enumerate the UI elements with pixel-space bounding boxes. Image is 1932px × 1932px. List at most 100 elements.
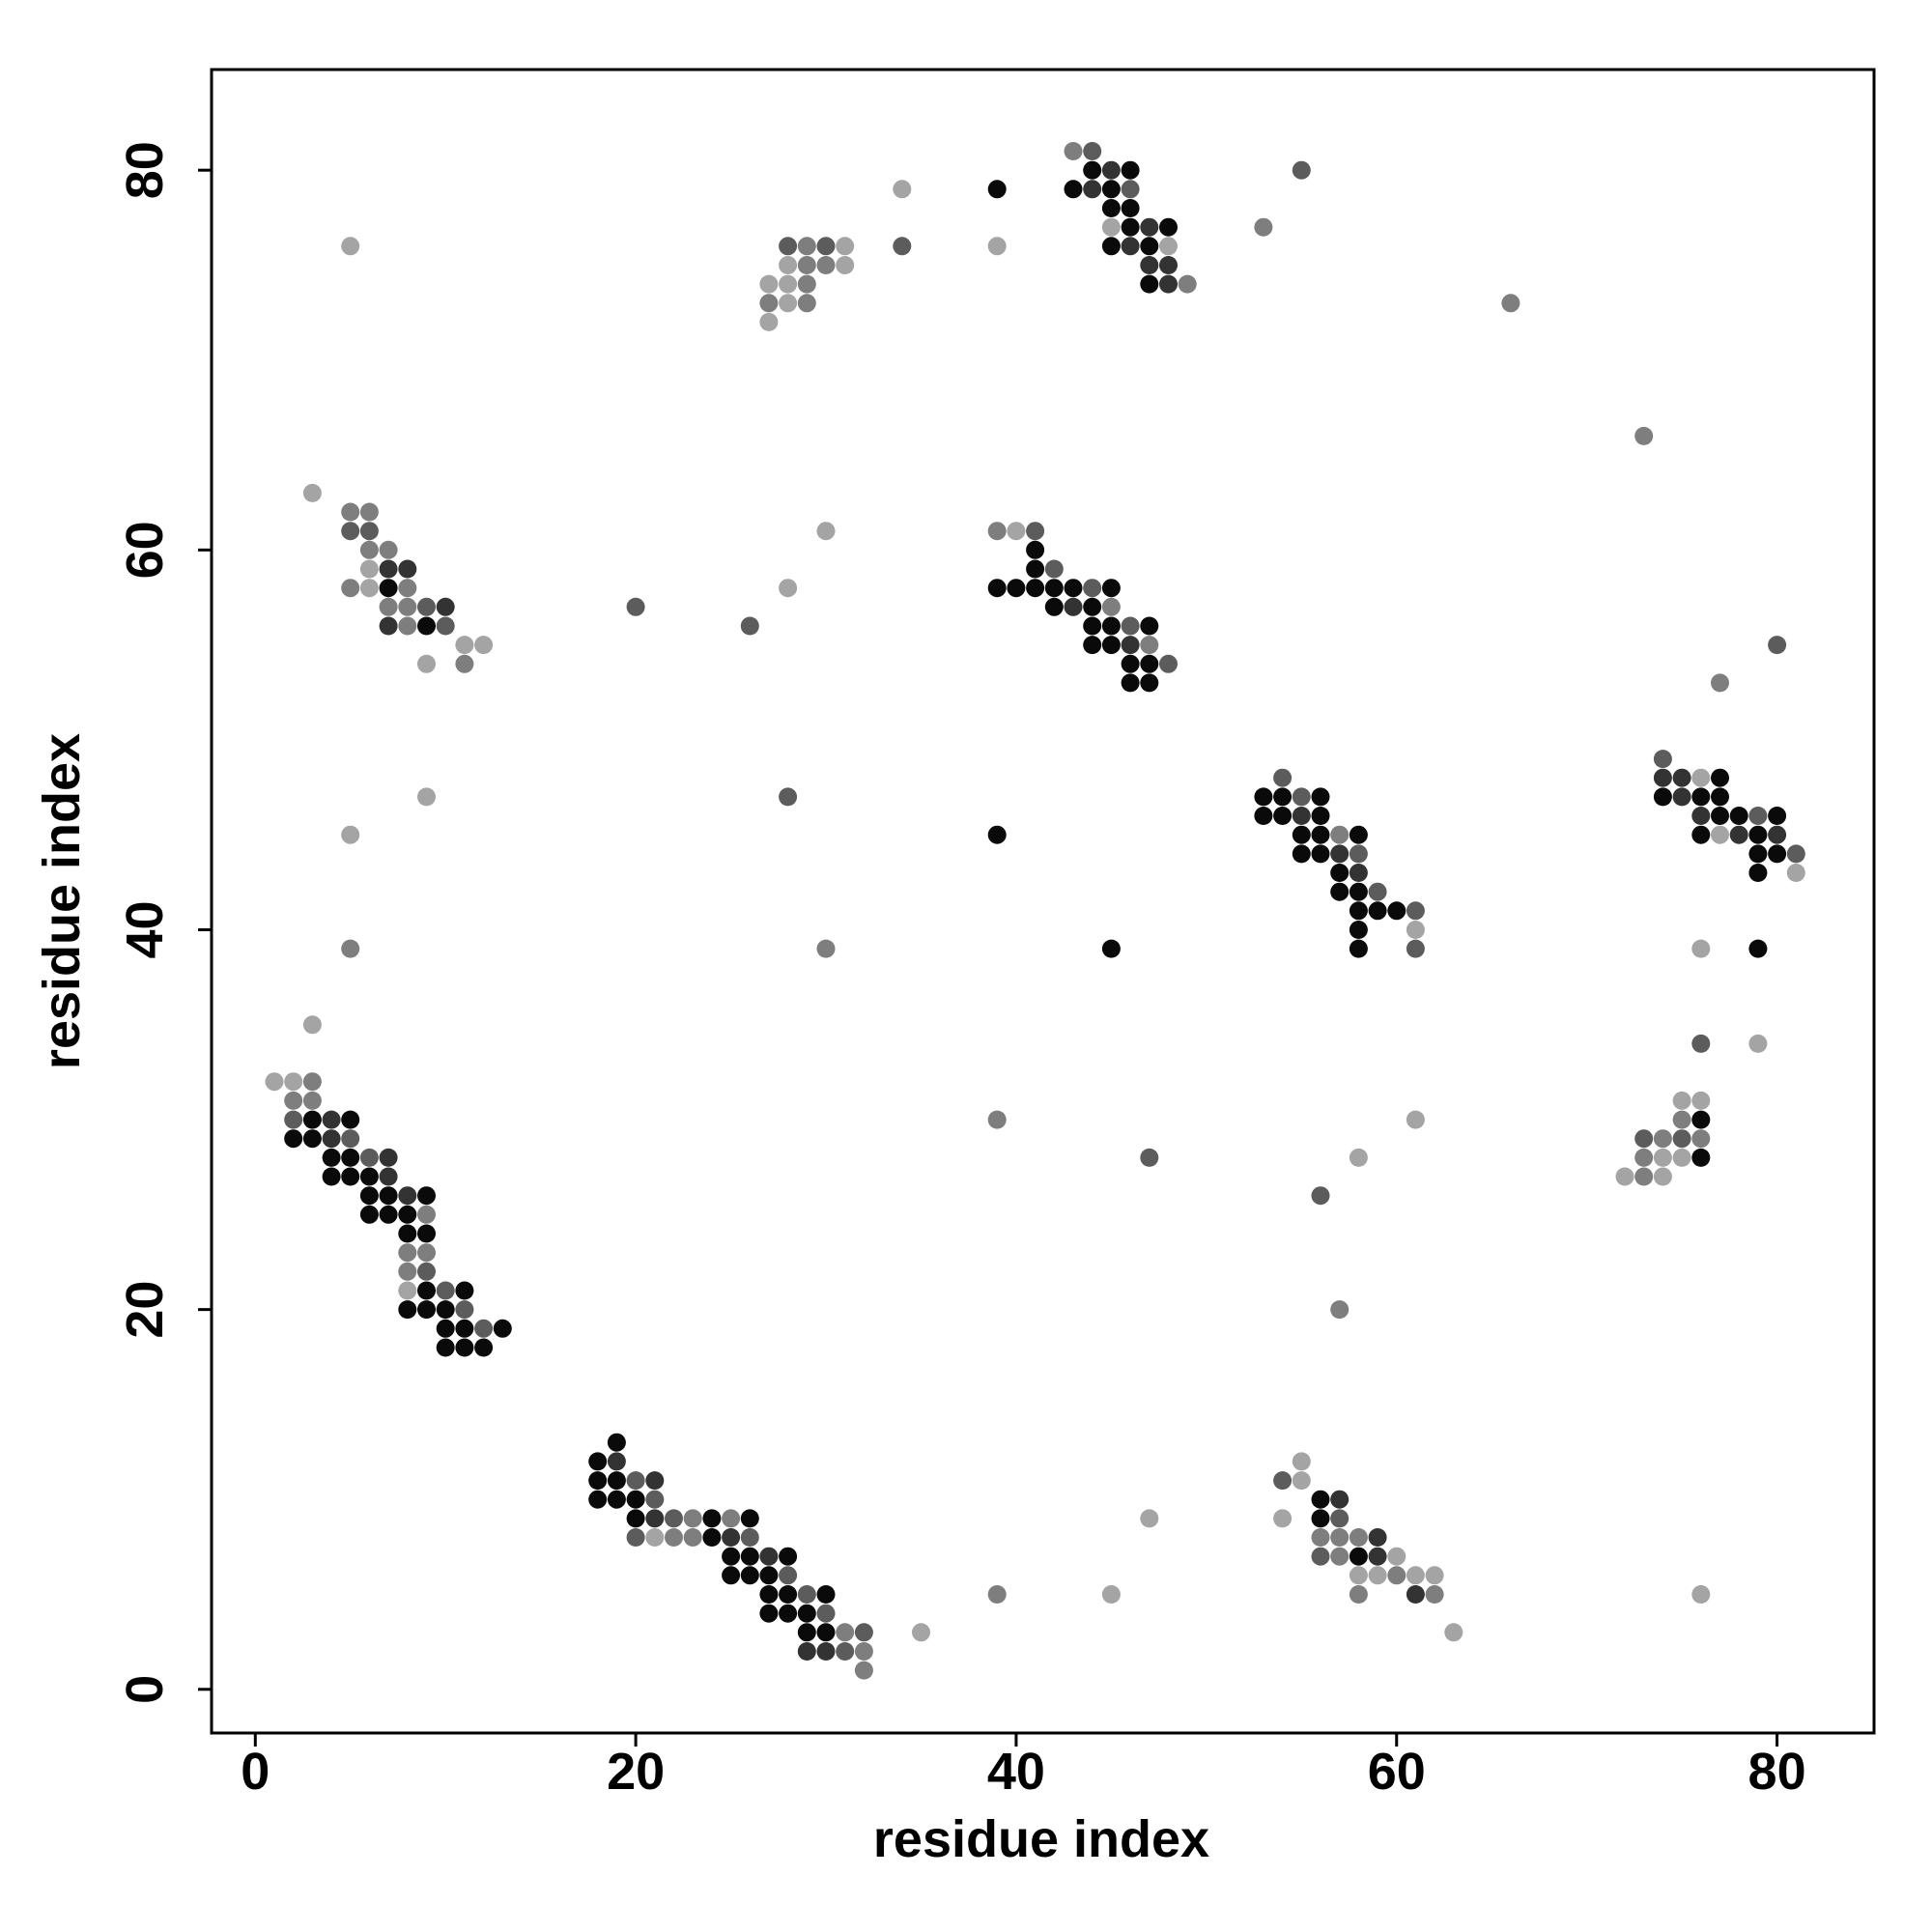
contact-point (359, 1205, 379, 1224)
contact-point (1140, 636, 1159, 655)
contact-point (1711, 807, 1729, 825)
contact-point (379, 1205, 398, 1224)
contact-point (284, 1072, 303, 1092)
points-layer (265, 142, 1805, 1680)
contact-point (1007, 522, 1026, 541)
contact-point (1273, 768, 1293, 787)
contact-point (1083, 579, 1102, 598)
contact-point (398, 597, 417, 616)
contact-point (816, 522, 836, 541)
contact-point (779, 274, 798, 294)
contact-point (455, 1338, 474, 1357)
contact-point (1672, 1091, 1691, 1110)
contact-point (1653, 768, 1672, 787)
contact-point (1349, 864, 1368, 882)
contact-point (359, 1148, 379, 1167)
contact-point (779, 579, 798, 598)
contact-point (417, 597, 436, 616)
contact-point (797, 1585, 816, 1604)
contact-point (1083, 597, 1102, 616)
contact-point (341, 825, 360, 844)
contact-point (1026, 559, 1045, 579)
contact-point (626, 1471, 645, 1491)
contact-point (779, 1547, 798, 1566)
contact-point (1083, 142, 1102, 160)
contact-point (1140, 616, 1159, 636)
contact-point (722, 1528, 741, 1547)
contact-point (797, 1642, 816, 1661)
contact-point (816, 939, 836, 958)
contact-point (1691, 1148, 1711, 1167)
contact-point (1786, 864, 1805, 882)
contact-point (417, 1262, 436, 1281)
contact-point (759, 1604, 779, 1623)
contact-point (626, 1509, 645, 1528)
contact-point (1330, 1528, 1350, 1547)
contact-point (1330, 882, 1350, 901)
contact-point (417, 1243, 436, 1263)
y-axis: 0 20 40 60 80 (116, 141, 212, 1704)
contact-point (474, 636, 494, 655)
contact-point (1672, 768, 1691, 787)
contact-point (1748, 864, 1768, 882)
x-tick-label: 80 (1748, 1743, 1806, 1801)
contact-point (645, 1490, 665, 1509)
contact-point (1101, 579, 1121, 598)
contact-point (1768, 636, 1787, 655)
contact-point (398, 1243, 417, 1263)
contact-point (1292, 1452, 1311, 1471)
contact-point (1083, 180, 1102, 199)
contact-point (1349, 901, 1368, 921)
contact-point (759, 274, 779, 294)
contact-point (987, 1110, 1007, 1129)
contact-point (474, 1338, 494, 1357)
contact-point (759, 1566, 779, 1585)
contact-point (302, 1091, 322, 1110)
contact-point (1387, 901, 1406, 921)
contact-point (1254, 807, 1273, 825)
contact-point (1368, 1547, 1387, 1566)
contact-point (417, 1224, 436, 1243)
contact-point (759, 1547, 779, 1566)
contact-point (1349, 1566, 1368, 1585)
contact-point (722, 1509, 741, 1528)
contact-point (341, 939, 360, 958)
contact-point (379, 540, 398, 559)
contact-point (1691, 939, 1711, 958)
contact-point (1748, 844, 1768, 864)
contact-point (1634, 1129, 1654, 1149)
contact-point (797, 256, 816, 274)
contact-point (322, 1129, 341, 1149)
contact-point (1406, 1585, 1425, 1604)
contact-point (1387, 1566, 1406, 1585)
contact-point (626, 1490, 645, 1509)
contact-point (779, 787, 798, 807)
contact-point (1121, 673, 1140, 693)
contact-point (816, 1623, 836, 1642)
contact-point (607, 1452, 626, 1471)
contact-point (1140, 1148, 1159, 1167)
contact-point (1368, 1528, 1387, 1547)
contact-point (1711, 787, 1729, 807)
contact-point (284, 1091, 303, 1110)
contact-point (436, 616, 455, 636)
contact-point (417, 654, 436, 673)
contact-point (1311, 844, 1330, 864)
contact-point (398, 579, 417, 598)
contact-point (436, 1338, 455, 1357)
contact-point (722, 1547, 741, 1566)
contact-point (1101, 237, 1121, 256)
contact-point (1349, 1528, 1368, 1547)
contact-point (1330, 844, 1350, 864)
contact-point (1101, 1585, 1121, 1604)
contact-point (1044, 579, 1064, 598)
contact-point (1121, 654, 1140, 673)
contact-point (1615, 1167, 1634, 1186)
x-tick-label: 0 (241, 1743, 270, 1801)
contact-point (607, 1490, 626, 1509)
contact-point (359, 1167, 379, 1186)
contact-point (1768, 844, 1787, 864)
contact-point (1292, 825, 1311, 844)
contact-point (1064, 597, 1083, 616)
